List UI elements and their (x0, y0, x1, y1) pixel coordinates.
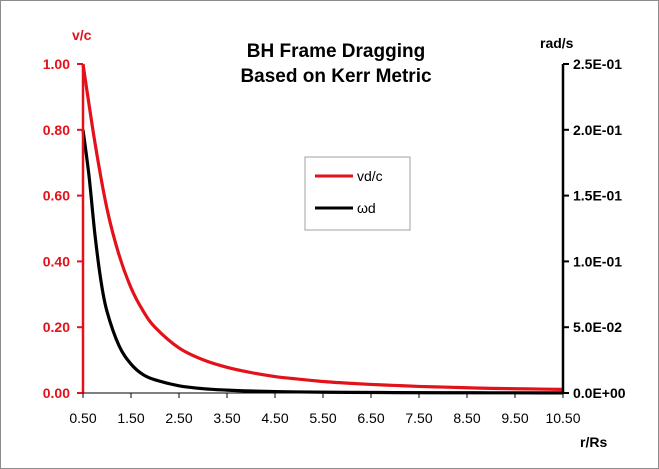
left-axis-tick-label: 0.40 (43, 253, 70, 269)
x-axis-tick-label: 4.50 (261, 410, 288, 426)
legend-label-omega: ωd (357, 200, 376, 216)
x-axis-tick-label: 0.50 (69, 410, 96, 426)
legend-label-vd: vd/c (357, 168, 383, 184)
right-axis-label: rad/s (540, 35, 574, 51)
x-axis-tick-label: 10.50 (545, 410, 580, 426)
chart-title-line-1: BH Frame Dragging (247, 41, 425, 62)
x-axis-ticks: 0.50 1.50 2.50 3.50 4.50 5.50 6.50 7.50 8.50 9.50… (69, 393, 581, 426)
right-axis-ticks: 0.0E+00 5.0E-02 1.0E-01 1.5E-01 2.0E-01 2.5E-… (563, 56, 626, 401)
right-axis-tick-label: 2.5E-01 (573, 56, 622, 72)
chart-title-line-2: Based on Kerr Metric (240, 66, 432, 87)
series-line-vd (81, 63, 564, 391)
right-axis-tick-label: 1.0E-01 (573, 253, 622, 269)
x-axis-tick-label: 1.50 (117, 410, 144, 426)
x-axis-tick-label: 5.50 (309, 410, 336, 426)
chart-title: BH Frame Dragging Based on Kerr Metric (240, 41, 432, 87)
left-axis-tick-label: 0.80 (43, 122, 70, 138)
x-axis-tick-label: 9.50 (501, 410, 528, 426)
left-axis-tick-label: 0.00 (43, 385, 70, 401)
right-axis-tick-label: 1.5E-01 (573, 188, 622, 204)
right-axis-tick-label: 0.0E+00 (573, 385, 626, 401)
left-axis-tick-label: 0.60 (43, 188, 70, 204)
left-axis-label: v/c (72, 27, 92, 43)
x-axis-tick-label: 2.50 (165, 410, 192, 426)
x-axis-label: r/Rs (580, 434, 607, 450)
x-axis-tick-label: 7.50 (405, 410, 432, 426)
left-axis-tick-label: 0.20 (43, 319, 70, 335)
left-axis-tick-label: 1.00 (43, 56, 70, 72)
left-axis-ticks: 0.00 0.20 0.40 0.60 0.80 1.00 (43, 56, 83, 401)
x-axis-tick-label: 8.50 (453, 410, 480, 426)
x-axis-tick-label: 3.50 (213, 410, 240, 426)
right-axis-tick-label: 5.0E-02 (573, 319, 622, 335)
legend: vd/c ωd (304, 156, 411, 231)
legend-box (304, 156, 411, 231)
x-axis-tick-label: 6.50 (357, 410, 384, 426)
right-axis-tick-label: 2.0E-01 (573, 122, 622, 138)
